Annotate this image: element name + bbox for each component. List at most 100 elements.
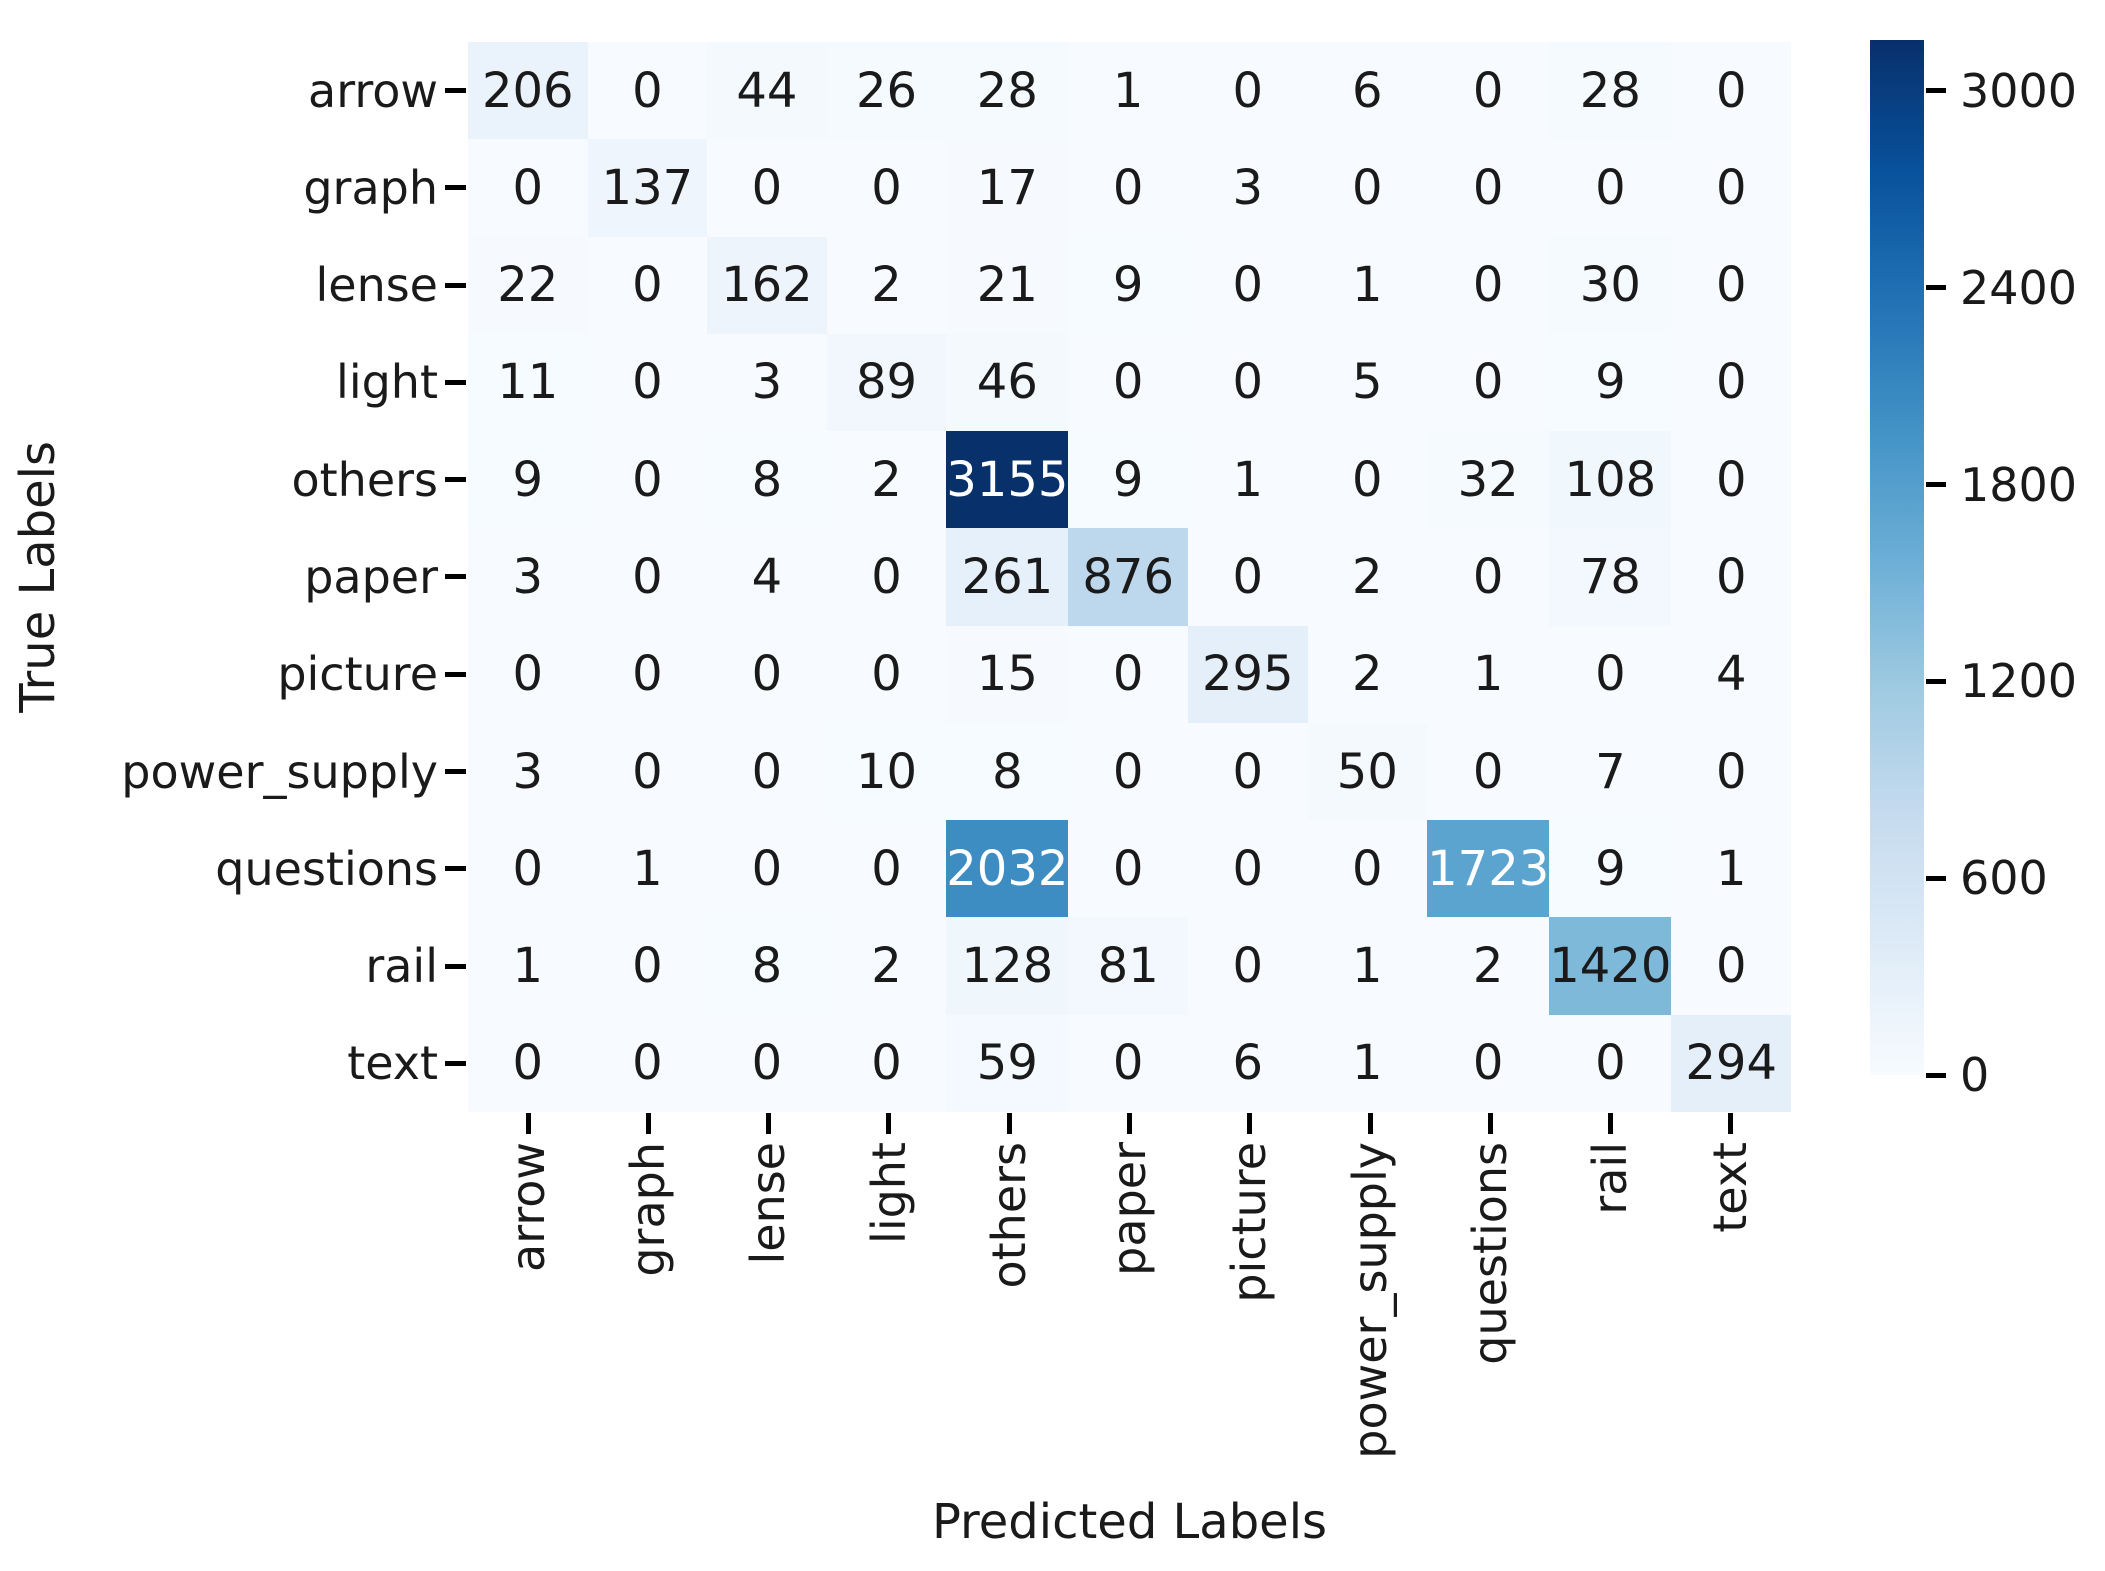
- heatmap-cell: 2032: [946, 820, 1069, 918]
- heatmap-cell: 0: [1427, 139, 1550, 237]
- tick-mark: [1608, 1113, 1614, 1134]
- tick-mark: [1926, 482, 1946, 487]
- heatmap-cell: 0: [1671, 431, 1791, 529]
- heatmap-cell: 32: [1427, 431, 1550, 529]
- heatmap-cell: 0: [468, 1014, 588, 1112]
- heatmap-cell: 0: [826, 625, 947, 723]
- colorbar-tick-label: 1200: [1960, 654, 2078, 709]
- y-tick-label: arrow: [308, 63, 438, 118]
- heatmap-cell: 0: [1427, 333, 1550, 432]
- heatmap-cell: 0: [1427, 42, 1550, 140]
- heatmap-cell: 89: [826, 333, 947, 432]
- heatmap-cell: 0: [1427, 1014, 1550, 1112]
- tick-mark: [1126, 1113, 1132, 1134]
- y-tick-label: paper: [304, 549, 438, 604]
- tick-mark: [445, 723, 466, 820]
- x-tick-label: lense: [741, 1142, 796, 1265]
- heatmap-cell: 294: [1671, 1014, 1791, 1112]
- heatmap-cell: 2: [1427, 917, 1550, 1015]
- heatmap-grid: 206 0 44 26 28 1 0 6 0 28 0 0 137 0 0 17 0 3 0 0 0 0 22 0 162 2 21…: [468, 42, 1791, 1112]
- x-tick-marks: [468, 1113, 1791, 1134]
- heatmap-cell: 0: [707, 1014, 827, 1112]
- heatmap-cell: 0: [707, 722, 827, 821]
- heatmap-cell: 0: [707, 139, 827, 237]
- heatmap-cell: 137: [587, 139, 708, 237]
- heatmap-cell: 1: [1068, 42, 1188, 140]
- tick-mark: [1006, 1113, 1012, 1134]
- heatmap-cell: 0: [1307, 431, 1428, 529]
- heatmap-cell: 30: [1549, 236, 1672, 334]
- heatmap-cell: 0: [468, 625, 588, 723]
- heatmap-cell: 2: [1307, 528, 1428, 626]
- heatmap-cell: 295: [1187, 625, 1308, 723]
- heatmap-cell: 0: [707, 625, 827, 723]
- heatmap-cell: 0: [1187, 917, 1308, 1015]
- heatmap-cell: 0: [1068, 139, 1188, 237]
- heatmap-cell: 0: [1187, 333, 1308, 432]
- tick-mark: [1926, 88, 1946, 94]
- heatmap-cell: 0: [1427, 236, 1550, 334]
- x-tick-label: light: [861, 1142, 916, 1244]
- heatmap-cell: 4: [1671, 625, 1791, 723]
- heatmap-cell: 206: [468, 42, 588, 140]
- tick-mark: [445, 42, 466, 139]
- heatmap-cell: 0: [587, 42, 708, 140]
- x-tick-labels: arrow graph lense light others paper picture po…: [468, 1142, 1791, 1482]
- heatmap-cell: 59: [946, 1014, 1069, 1112]
- heatmap-cell: 876: [1068, 528, 1188, 626]
- heatmap-cell: 0: [587, 528, 708, 626]
- heatmap-cell: 0: [1427, 722, 1550, 821]
- heatmap-cell: 81: [1068, 917, 1188, 1015]
- heatmap-cell: 6: [1307, 42, 1428, 140]
- heatmap-cell: 26: [826, 42, 947, 140]
- y-tick-label: picture: [277, 647, 438, 702]
- heatmap-cell: 162: [707, 236, 827, 334]
- x-tick-label: paper: [1102, 1142, 1157, 1276]
- heatmap-cell: 0: [587, 917, 708, 1015]
- heatmap-cell: 0: [826, 820, 947, 918]
- heatmap-cell: 78: [1549, 528, 1672, 626]
- tick-mark: [645, 1113, 651, 1134]
- y-axis-title-text: True Labels: [10, 441, 66, 713]
- heatmap-cell: 1: [587, 820, 708, 918]
- heatmap-cell: 10: [826, 722, 947, 821]
- heatmap-cell: 6: [1187, 1014, 1308, 1112]
- colorbar-tick-label: 0: [1960, 1048, 1990, 1102]
- tick-mark: [525, 1113, 531, 1134]
- y-tick-label: graph: [303, 160, 438, 215]
- heatmap-cell: 1: [1307, 1014, 1428, 1112]
- heatmap-cell: 0: [1068, 625, 1188, 723]
- heatmap-cell: 0: [468, 139, 588, 237]
- heatmap-cell: 0: [1068, 1014, 1188, 1112]
- heatmap-cell: 2: [826, 917, 947, 1015]
- heatmap-cell: 0: [1549, 139, 1672, 237]
- y-tick-label: lense: [315, 258, 438, 313]
- heatmap-cell: 0: [1187, 42, 1308, 140]
- heatmap-cell: 0: [587, 236, 708, 334]
- heatmap-cell: 0: [1187, 722, 1308, 821]
- tick-mark: [445, 820, 466, 917]
- tick-mark: [445, 917, 466, 1014]
- heatmap-cell: 0: [1068, 820, 1188, 918]
- heatmap-cell: 0: [1187, 528, 1308, 626]
- heatmap-cell: 0: [587, 722, 708, 821]
- x-tick-label: rail: [1583, 1142, 1638, 1215]
- heatmap-cell: 0: [1671, 917, 1791, 1015]
- y-tick-label: rail: [365, 939, 438, 994]
- tick-mark: [766, 1113, 772, 1134]
- heatmap-cell: 1723: [1427, 820, 1550, 918]
- heatmap-cell: 8: [707, 431, 827, 529]
- heatmap-cell: 0: [1671, 236, 1791, 334]
- y-tick-labels: arrow graph lense light others paper picture po…: [0, 42, 438, 1112]
- colorbar: [1870, 40, 1924, 1075]
- tick-mark: [1926, 1072, 1946, 1078]
- heatmap-cell: 11: [468, 333, 588, 432]
- tick-mark: [1247, 1113, 1253, 1134]
- colorbar-tick: 2400: [1926, 265, 2077, 311]
- colorbar-tick-label: 3000: [1960, 63, 2078, 118]
- heatmap-cell: 28: [1549, 42, 1672, 140]
- heatmap-cell: 9: [1068, 431, 1188, 529]
- heatmap-cell: 0: [587, 333, 708, 432]
- y-tick-label: light: [336, 355, 438, 410]
- colorbar-tick-label: 2400: [1960, 260, 2078, 315]
